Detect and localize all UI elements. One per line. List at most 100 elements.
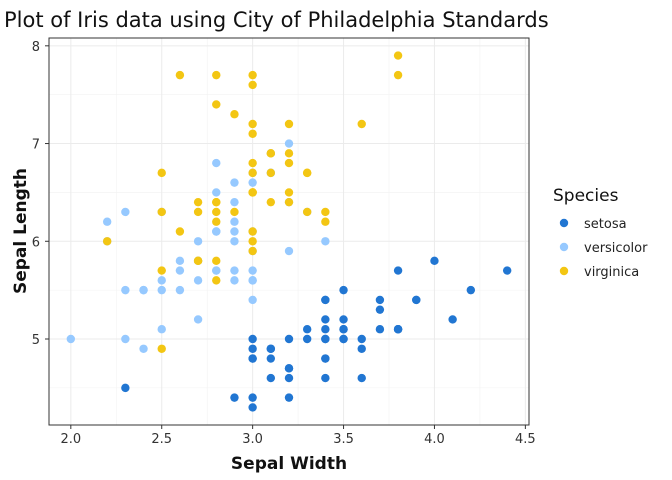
data-point-virginica xyxy=(248,227,257,236)
data-point-virginica xyxy=(193,256,203,266)
data-point-setosa xyxy=(284,334,294,344)
data-point-setosa xyxy=(284,373,294,383)
data-point-virginica xyxy=(357,119,366,129)
data-point-virginica xyxy=(248,70,257,80)
data-point-setosa xyxy=(375,325,385,334)
data-point-setosa xyxy=(357,334,366,344)
data-point-setosa xyxy=(321,315,330,324)
data-point-virginica xyxy=(212,256,221,266)
plot-border xyxy=(48,37,530,426)
data-point-setosa xyxy=(248,344,257,353)
data-point-setosa xyxy=(248,354,257,363)
data-point-setosa xyxy=(393,266,403,275)
data-point-virginica xyxy=(212,100,221,109)
x-axis-title: Sepal Width xyxy=(231,454,347,474)
data-point-versicolor xyxy=(321,237,330,246)
data-point-setosa xyxy=(284,364,294,373)
data-point-versicolor xyxy=(175,256,185,266)
data-point-virginica xyxy=(321,217,330,226)
data-point-setosa xyxy=(375,305,385,314)
data-point-versicolor xyxy=(212,227,221,236)
legend-label-setosa: setosa xyxy=(584,217,627,232)
data-point-versicolor xyxy=(230,197,239,207)
data-point-virginica xyxy=(248,188,257,197)
data-point-setosa xyxy=(321,334,330,344)
data-point-virginica xyxy=(284,158,294,168)
data-point-virginica xyxy=(212,207,221,217)
data-point-versicolor xyxy=(284,139,294,148)
data-point-virginica xyxy=(157,207,166,217)
data-point-virginica xyxy=(212,276,221,285)
data-point-setosa xyxy=(321,325,330,334)
data-point-versicolor xyxy=(212,266,221,275)
x-tick-label: 3.0 xyxy=(242,432,263,447)
data-point-virginica xyxy=(393,70,403,80)
data-point-virginica xyxy=(302,207,312,217)
legend-label-versicolor: versicolor xyxy=(584,241,648,256)
legend-title: Species xyxy=(553,186,619,206)
data-point-virginica xyxy=(393,51,403,60)
data-point-setosa xyxy=(302,325,312,334)
data-point-setosa xyxy=(284,393,294,402)
y-tick-label: 6 xyxy=(32,235,40,250)
plot-background xyxy=(49,38,529,425)
x-tick-label: 2.0 xyxy=(60,432,81,447)
data-point-versicolor xyxy=(175,285,185,295)
data-point-versicolor xyxy=(248,178,257,187)
data-point-versicolor xyxy=(193,276,203,285)
data-point-setosa xyxy=(321,295,330,305)
data-point-versicolor xyxy=(121,334,130,344)
y-axis-title: Sepal Length xyxy=(11,168,31,294)
data-point-virginica xyxy=(212,217,221,226)
y-tick-label: 8 xyxy=(32,40,40,55)
data-point-versicolor xyxy=(230,276,239,285)
data-point-setosa xyxy=(266,354,276,363)
data-point-virginica xyxy=(102,237,112,246)
data-point-setosa xyxy=(266,344,276,353)
data-point-setosa xyxy=(357,344,366,353)
data-point-setosa xyxy=(248,403,257,412)
data-point-setosa xyxy=(321,373,330,383)
data-point-setosa xyxy=(248,334,257,344)
data-point-virginica xyxy=(266,197,276,207)
data-point-versicolor xyxy=(230,217,239,226)
data-point-versicolor xyxy=(193,315,203,324)
data-point-virginica xyxy=(284,149,294,158)
data-point-virginica xyxy=(248,237,257,246)
data-point-versicolor xyxy=(248,276,257,285)
data-point-virginica xyxy=(212,197,221,207)
x-tick-label: 4.0 xyxy=(424,432,445,447)
data-point-versicolor xyxy=(66,334,76,344)
data-point-virginica xyxy=(248,119,257,129)
data-point-virginica xyxy=(266,168,276,178)
data-point-virginica xyxy=(175,70,185,80)
chart-title: Plot of Iris data using City of Philadel… xyxy=(4,8,549,32)
data-point-setosa xyxy=(248,393,257,402)
data-point-virginica xyxy=(193,207,203,217)
data-point-versicolor xyxy=(230,178,239,187)
data-point-versicolor xyxy=(102,217,112,226)
data-point-virginica xyxy=(248,158,257,168)
legend-key-virginica xyxy=(559,266,569,276)
data-point-virginica xyxy=(284,119,294,129)
data-point-virginica xyxy=(284,197,294,207)
data-point-setosa xyxy=(448,315,457,324)
y-tick-label: 7 xyxy=(32,138,40,153)
data-point-setosa xyxy=(375,295,385,305)
legend-key-versicolor xyxy=(559,242,569,252)
data-point-versicolor xyxy=(248,295,257,305)
data-point-virginica xyxy=(157,344,166,353)
data-point-versicolor xyxy=(212,158,221,168)
data-point-setosa xyxy=(339,334,348,344)
data-point-setosa xyxy=(502,266,512,275)
axes: 2.0 2.5 3.0 3.5 4.0 4.5 5 6 7 8 xyxy=(32,40,536,447)
data-point-versicolor xyxy=(139,344,148,353)
data-point-setosa xyxy=(302,334,312,344)
data-point-virginica xyxy=(193,197,203,207)
legend-key-setosa xyxy=(559,218,569,228)
data-point-virginica xyxy=(284,188,294,197)
data-point-setosa xyxy=(430,256,439,266)
data-point-virginica xyxy=(248,129,257,138)
data-point-virginica xyxy=(248,80,257,90)
